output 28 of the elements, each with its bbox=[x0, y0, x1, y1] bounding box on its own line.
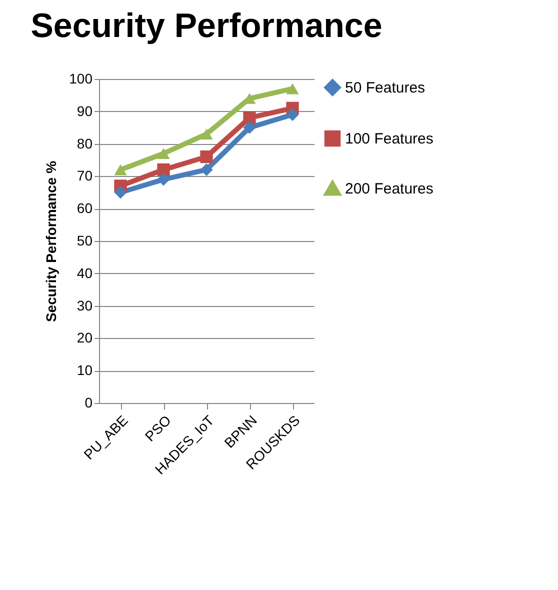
point bbox=[243, 121, 256, 134]
y-tick-label: 30 bbox=[76, 297, 93, 314]
point bbox=[286, 108, 299, 121]
y-tick-label: 90 bbox=[76, 102, 93, 119]
point bbox=[114, 186, 127, 199]
y-tick-label: 0 bbox=[84, 394, 93, 410]
legend-label: 200 Features bbox=[345, 180, 434, 198]
point bbox=[200, 128, 213, 140]
point bbox=[200, 150, 213, 164]
y-axis-title: Security Performance % bbox=[43, 160, 60, 322]
y-tick-label: 80 bbox=[76, 135, 93, 152]
legend-label: 100 Features bbox=[345, 130, 434, 148]
y-tick-label: 70 bbox=[76, 168, 93, 184]
y-tick-label: 40 bbox=[76, 264, 93, 281]
y-tick-label: 20 bbox=[76, 330, 93, 346]
legend-label: 50 Features bbox=[345, 80, 426, 96]
y-tick-label: 50 bbox=[76, 232, 93, 248]
point bbox=[200, 163, 213, 176]
y-tick-label: 10 bbox=[76, 362, 93, 378]
point bbox=[157, 163, 170, 176]
y-tick-label: 100 bbox=[69, 70, 93, 86]
y-tick-label: 60 bbox=[76, 200, 93, 216]
point bbox=[243, 112, 256, 124]
point bbox=[157, 173, 170, 186]
chart-title: Security Performance bbox=[30, 7, 382, 45]
point bbox=[157, 148, 170, 159]
point bbox=[114, 164, 127, 176]
point bbox=[286, 83, 299, 94]
